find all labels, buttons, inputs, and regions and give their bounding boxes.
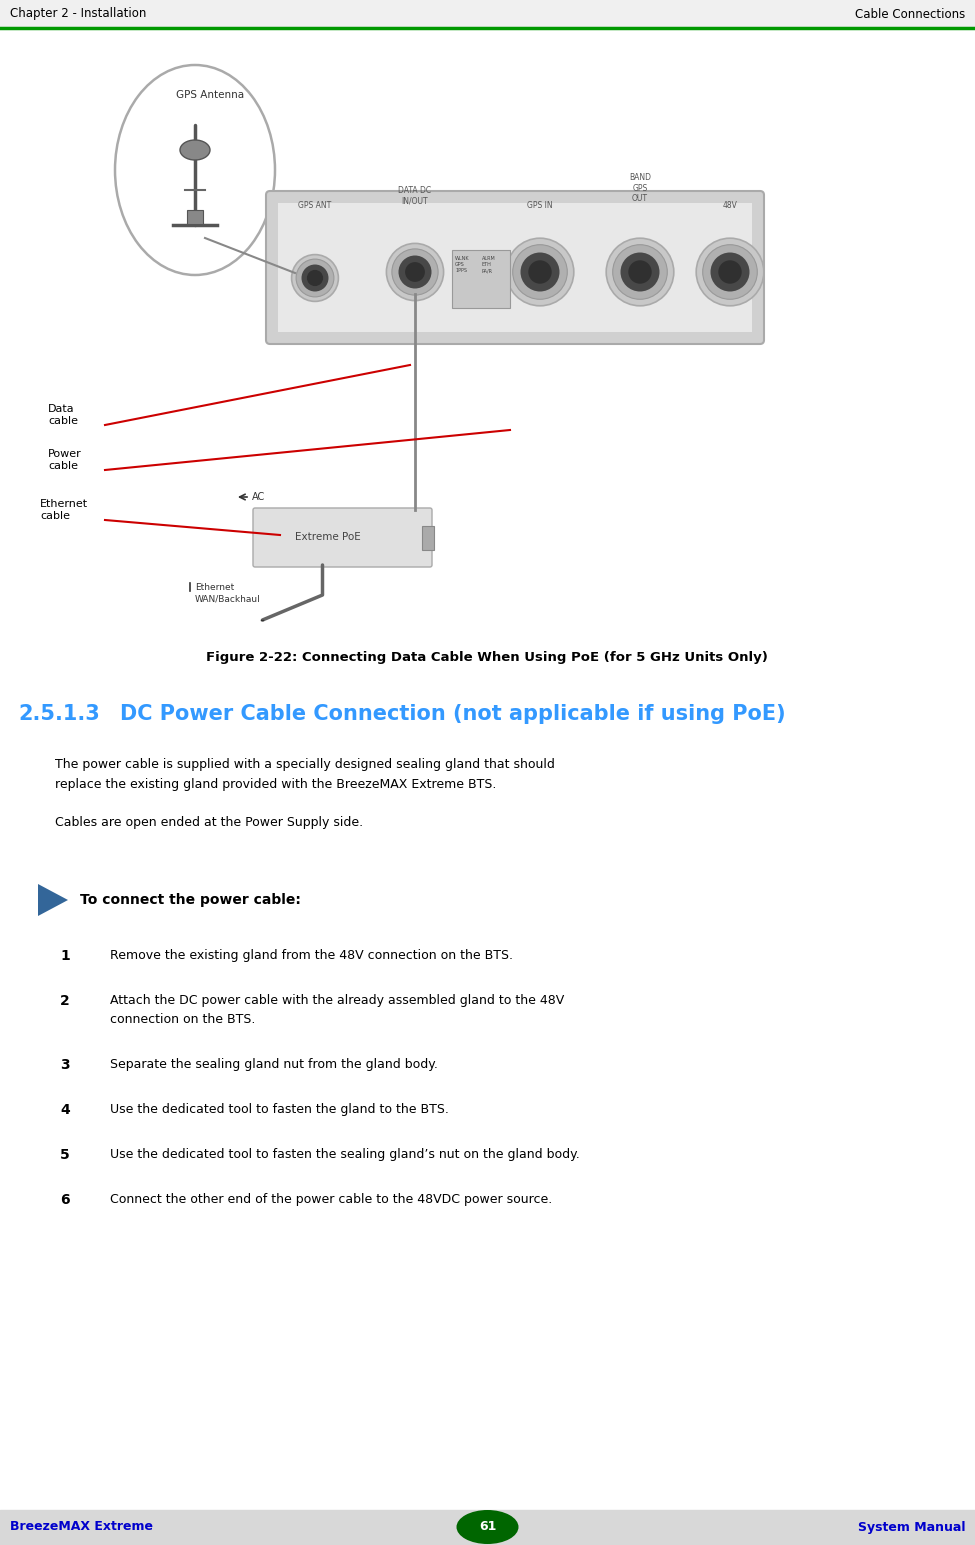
Text: DATA DC
IN/OUT: DATA DC IN/OUT [399, 185, 432, 205]
Text: Chapter 2 - Installation: Chapter 2 - Installation [10, 8, 146, 20]
FancyBboxPatch shape [266, 192, 764, 345]
Ellipse shape [399, 255, 432, 289]
Text: Extreme PoE: Extreme PoE [294, 533, 361, 542]
Polygon shape [38, 884, 68, 916]
Ellipse shape [628, 260, 651, 284]
Text: The power cable is supplied with a specially designed sealing gland that should: The power cable is supplied with a speci… [55, 759, 555, 771]
Text: 2: 2 [60, 993, 70, 1007]
Text: replace the existing gland provided with the BreezeMAX Extreme BTS.: replace the existing gland provided with… [55, 779, 496, 791]
Ellipse shape [521, 252, 560, 292]
Text: WLNK
GPS
1PPS: WLNK GPS 1PPS [455, 256, 470, 273]
Ellipse shape [606, 238, 674, 306]
Ellipse shape [456, 1509, 519, 1543]
Ellipse shape [301, 264, 329, 292]
Text: GPS IN: GPS IN [527, 201, 553, 210]
Text: 61: 61 [479, 1520, 496, 1534]
Text: 1: 1 [60, 949, 70, 963]
Ellipse shape [506, 238, 574, 306]
Bar [452, 250, 510, 307]
Ellipse shape [711, 252, 750, 292]
Text: Remove the existing gland from the 48V connection on the BTS.: Remove the existing gland from the 48V c… [110, 949, 513, 963]
Ellipse shape [292, 255, 338, 301]
Text: 2.5.1.3: 2.5.1.3 [18, 705, 99, 725]
Ellipse shape [405, 263, 425, 281]
Text: BAND
GPS
OUT: BAND GPS OUT [629, 173, 651, 202]
Text: System Manual: System Manual [857, 1520, 965, 1534]
Ellipse shape [115, 65, 275, 275]
Text: Use the dedicated tool to fasten the sealing gland’s nut on the gland body.: Use the dedicated tool to fasten the sea… [110, 1148, 580, 1160]
Text: 48V: 48V [722, 201, 737, 210]
Ellipse shape [296, 260, 333, 297]
FancyBboxPatch shape [253, 508, 432, 567]
Ellipse shape [392, 249, 438, 295]
Ellipse shape [528, 260, 552, 284]
Text: BreezeMAX Extreme: BreezeMAX Extreme [10, 1520, 153, 1534]
Text: DC Power Cable Connection (not applicable if using PoE): DC Power Cable Connection (not applicabl… [120, 705, 786, 725]
Text: Figure 2-22: Connecting Data Cable When Using PoE (for 5 GHz Units Only): Figure 2-22: Connecting Data Cable When … [206, 652, 768, 664]
Text: Cable Connections: Cable Connections [855, 8, 965, 20]
Text: GPS ANT: GPS ANT [298, 201, 332, 210]
Ellipse shape [719, 260, 742, 284]
Text: Ethernet
WAN/Backhaul: Ethernet WAN/Backhaul [195, 582, 260, 604]
Ellipse shape [307, 270, 323, 286]
Text: To connect the power cable:: To connect the power cable: [80, 893, 301, 907]
Ellipse shape [386, 244, 444, 301]
Text: Attach the DC power cable with the already assembled gland to the 48V: Attach the DC power cable with the alrea… [110, 993, 565, 1007]
Ellipse shape [703, 244, 758, 300]
Text: Use the dedicated tool to fasten the gland to the BTS.: Use the dedicated tool to fasten the gla… [110, 1103, 449, 1115]
Text: connection on the BTS.: connection on the BTS. [110, 1014, 255, 1026]
Text: 4: 4 [60, 1103, 70, 1117]
Ellipse shape [180, 141, 210, 161]
Bar [278, 202, 752, 332]
Text: ALRM
ETH
PA/R: ALRM ETH PA/R [482, 256, 495, 273]
Text: Data
cable: Data cable [48, 403, 78, 426]
Ellipse shape [620, 252, 659, 292]
Text: GPS Antenna: GPS Antenna [176, 90, 244, 100]
Text: Connect the other end of the power cable to the 48VDC power source.: Connect the other end of the power cable… [110, 1193, 552, 1207]
Text: Separate the sealing gland nut from the gland body.: Separate the sealing gland nut from the … [110, 1058, 438, 1071]
Ellipse shape [612, 244, 667, 300]
Text: 3: 3 [60, 1058, 69, 1072]
Text: 5: 5 [60, 1148, 70, 1162]
Text: Ethernet
cable: Ethernet cable [40, 499, 88, 521]
Text: Power
cable: Power cable [48, 448, 82, 471]
Bar [422, 525, 434, 550]
Bar [187, 210, 203, 224]
Ellipse shape [696, 238, 763, 306]
Ellipse shape [513, 244, 567, 300]
Text: 6: 6 [60, 1193, 69, 1207]
Text: AC: AC [252, 491, 265, 502]
Text: Cables are open ended at the Power Supply side.: Cables are open ended at the Power Suppl… [55, 816, 363, 830]
